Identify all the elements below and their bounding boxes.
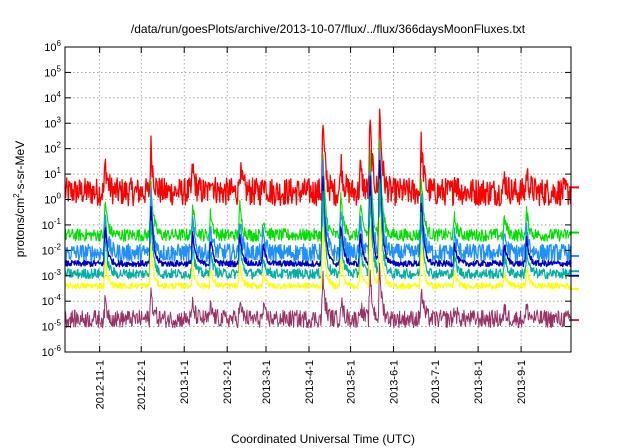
x-tick-label: 2013-3-1 bbox=[261, 360, 273, 404]
x-tick-label: 2013-7-1 bbox=[430, 360, 442, 404]
x-tick-label: 2013-8-1 bbox=[473, 360, 485, 404]
y-tick-label: 106 bbox=[44, 39, 61, 54]
y-tick-label: 105 bbox=[44, 64, 61, 79]
series-line bbox=[64, 149, 572, 263]
x-tick-label: 2013-4-1 bbox=[304, 360, 316, 404]
y-tick-label: 101 bbox=[44, 166, 61, 181]
y-tick-label: 100 bbox=[44, 192, 61, 207]
y-tick-label: 10-6 bbox=[42, 344, 62, 359]
series-line bbox=[64, 139, 572, 242]
y-tick-label: 104 bbox=[44, 90, 61, 105]
x-tick-label: 2013-1-1 bbox=[179, 360, 191, 404]
series-line bbox=[64, 108, 572, 207]
series-line bbox=[64, 262, 572, 329]
series-line bbox=[64, 159, 572, 268]
x-tick-label: 2013-2-1 bbox=[222, 360, 234, 404]
y-tick-labels: 10-6 10-5 10-4 10-3 10-2 10-1 100 101 102 103 104 1… bbox=[42, 39, 62, 359]
y-tick-label: 10-3 bbox=[42, 268, 62, 283]
y-axis-label: protons/cm2-s-sr-MeV bbox=[12, 141, 27, 257]
x-tick-label: 2012-12-1 bbox=[136, 360, 148, 410]
y-tick-label: 103 bbox=[44, 115, 61, 130]
series-layer bbox=[64, 108, 579, 329]
y-tick-label: 10-2 bbox=[42, 242, 62, 257]
series-line bbox=[64, 216, 572, 290]
x-tick-label: 2013-9-1 bbox=[516, 360, 528, 404]
x-tick-labels: 2012-11-1 2012-12-1 2013-1-1 2013-2-1 2013-3… bbox=[95, 360, 528, 410]
chart-title: /data/run/goesPlots/archive/2013-10-07/f… bbox=[131, 22, 526, 36]
y-tick-label: 10-4 bbox=[42, 293, 62, 308]
y-tick-label: 102 bbox=[44, 141, 61, 156]
x-axis-label: Coordinated Universal Time (UTC) bbox=[231, 432, 415, 446]
series-line bbox=[64, 178, 572, 280]
ticks bbox=[65, 46, 571, 353]
y-tick-label: 10-5 bbox=[42, 319, 62, 334]
x-tick-label: 2013-6-1 bbox=[389, 360, 401, 404]
y-tick-label: 10-1 bbox=[42, 217, 62, 232]
x-tick-label: 2013-5-1 bbox=[346, 360, 358, 404]
x-tick-label: 2012-11-1 bbox=[95, 360, 107, 409]
